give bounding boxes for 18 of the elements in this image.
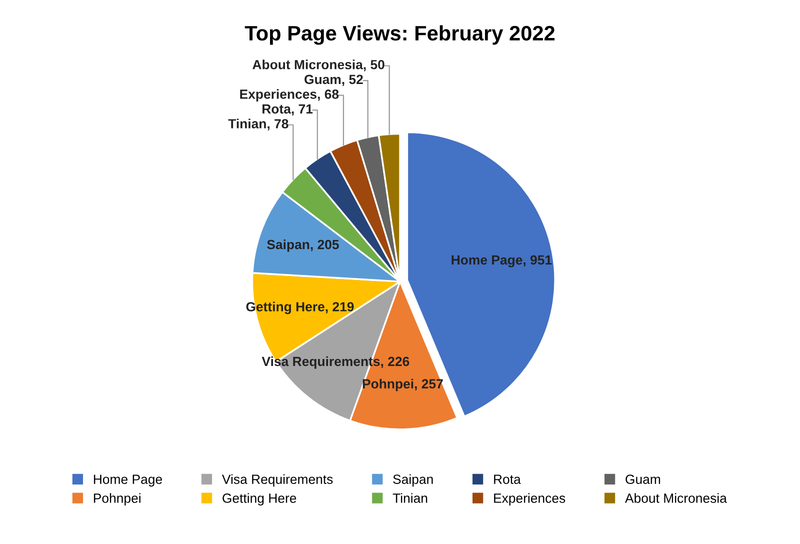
chart-title: Top Page Views: February 2022 (244, 25, 555, 45)
legend-label: Visa Requirements (222, 474, 333, 487)
data-label: Guam, 52 (304, 74, 363, 86)
legend-label: About Micronesia (625, 493, 727, 503)
data-label: About Micronesia, 50 (252, 60, 384, 72)
data-label: Saipan, 205 (267, 240, 339, 252)
legend-label: Home Page (94, 474, 162, 487)
legend-label: Tinian (392, 493, 428, 503)
legend-label: Rota (494, 474, 521, 484)
legend-label: Guam (626, 474, 660, 484)
data-label: Tinian, 78 (228, 118, 288, 130)
legend-label: Getting Here (222, 493, 296, 506)
data-label: Home Page, 951 (452, 255, 552, 268)
data-label: Rota, 71 (262, 104, 313, 116)
legend-label: Pohnpei (94, 493, 140, 506)
legend-label: Experiences (494, 493, 566, 506)
data-label: Experiences, 68 (240, 89, 339, 102)
legend-label: Saipan (393, 474, 433, 487)
